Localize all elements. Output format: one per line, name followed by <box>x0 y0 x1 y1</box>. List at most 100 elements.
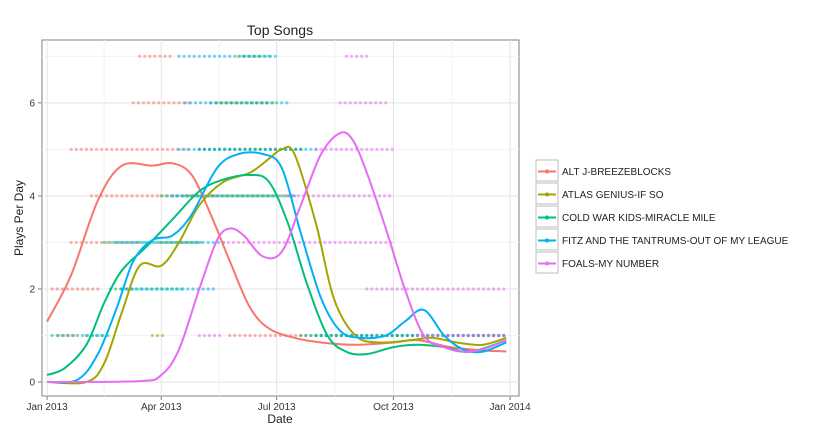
data-point <box>263 333 267 338</box>
data-point <box>348 240 352 245</box>
data-point <box>138 240 142 245</box>
data-point <box>353 101 357 105</box>
data-point <box>155 287 160 291</box>
data-point <box>238 333 242 338</box>
data-point <box>86 287 90 291</box>
data-point <box>120 194 124 198</box>
data-point <box>160 240 165 245</box>
data-point <box>69 147 73 151</box>
data-point <box>375 147 379 151</box>
data-point <box>282 194 286 198</box>
data-point <box>257 194 261 198</box>
data-point <box>334 147 338 151</box>
data-point <box>405 333 409 338</box>
data-point <box>357 194 361 198</box>
data-point <box>492 333 496 338</box>
data-point <box>254 101 258 105</box>
data-point <box>110 240 114 245</box>
data-point <box>212 147 217 151</box>
data-point <box>94 240 99 245</box>
data-point <box>131 101 135 105</box>
data-point <box>385 287 389 291</box>
data-point <box>339 147 343 151</box>
data-point <box>390 287 394 291</box>
data-point <box>186 287 190 291</box>
data-point <box>105 240 109 245</box>
data-point <box>365 287 369 291</box>
data-point <box>150 333 154 338</box>
data-point <box>342 194 346 198</box>
scatter-points <box>50 54 506 338</box>
data-point <box>338 240 342 245</box>
data-point <box>198 240 203 245</box>
y-tick-label: 0 <box>29 378 35 389</box>
data-point <box>165 240 170 245</box>
data-point <box>204 101 208 105</box>
data-point <box>181 287 185 291</box>
data-point <box>70 333 75 338</box>
data-point <box>65 287 69 291</box>
data-point <box>228 54 232 58</box>
data-point <box>135 287 139 291</box>
y-axis-ticks: 0 2 4 6 <box>29 98 42 389</box>
data-point <box>197 147 201 151</box>
data-point <box>181 194 185 198</box>
data-point <box>268 147 272 151</box>
data-point <box>164 194 168 198</box>
data-point <box>253 54 257 58</box>
data-point <box>309 333 313 338</box>
data-point <box>349 147 354 151</box>
plot-panel <box>41 39 520 397</box>
data-point <box>476 333 480 338</box>
data-point <box>231 194 236 198</box>
data-point <box>319 333 323 338</box>
data-point <box>497 287 501 291</box>
legend-label: FOALS-MY NUMBER <box>562 259 659 270</box>
data-point <box>135 240 139 245</box>
data-point <box>188 240 193 245</box>
data-point <box>133 240 137 245</box>
data-point <box>115 147 119 151</box>
data-point <box>297 240 302 245</box>
data-point <box>431 287 435 291</box>
data-point <box>237 240 241 245</box>
data-point <box>238 54 242 58</box>
data-point <box>461 287 465 291</box>
data-point <box>446 287 450 291</box>
data-point <box>233 54 237 58</box>
data-point <box>308 240 312 245</box>
data-point <box>248 54 252 58</box>
data-point <box>171 194 175 198</box>
data-point <box>395 333 399 338</box>
data-point <box>316 194 321 198</box>
data-point <box>237 194 241 198</box>
data-point <box>84 240 88 245</box>
data-point <box>192 147 196 151</box>
data-point <box>502 287 506 291</box>
data-point <box>89 240 94 245</box>
data-point <box>390 333 394 338</box>
data-point <box>140 194 144 198</box>
data-point <box>110 194 114 198</box>
data-point <box>362 194 366 198</box>
data-point <box>221 194 226 198</box>
data-point <box>216 240 220 245</box>
data-point <box>304 333 308 338</box>
data-point <box>163 240 167 245</box>
legend-key-point <box>545 261 549 266</box>
data-point <box>206 287 210 291</box>
data-point <box>329 333 333 338</box>
data-point <box>167 101 171 105</box>
data-point <box>363 101 368 105</box>
data-point <box>171 240 175 245</box>
data-point <box>426 333 430 338</box>
data-point <box>211 240 215 245</box>
data-point <box>476 287 480 291</box>
data-point <box>231 240 236 245</box>
data-point <box>100 147 104 151</box>
data-point <box>155 194 160 198</box>
data-point <box>150 147 154 151</box>
data-point <box>115 194 119 198</box>
data-point <box>365 333 369 338</box>
legend-label: ATLAS GENIUS-IF SO <box>562 190 664 201</box>
